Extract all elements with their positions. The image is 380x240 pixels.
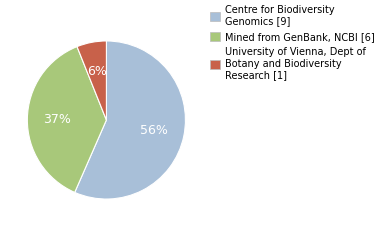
Wedge shape <box>77 41 106 120</box>
Text: 56%: 56% <box>141 124 168 137</box>
Legend: Centre for Biodiversity
Genomics [9], Mined from GenBank, NCBI [6], University o: Centre for Biodiversity Genomics [9], Mi… <box>210 5 374 80</box>
Wedge shape <box>75 41 185 199</box>
Text: 6%: 6% <box>87 65 107 78</box>
Wedge shape <box>27 47 106 192</box>
Text: 37%: 37% <box>43 113 71 126</box>
